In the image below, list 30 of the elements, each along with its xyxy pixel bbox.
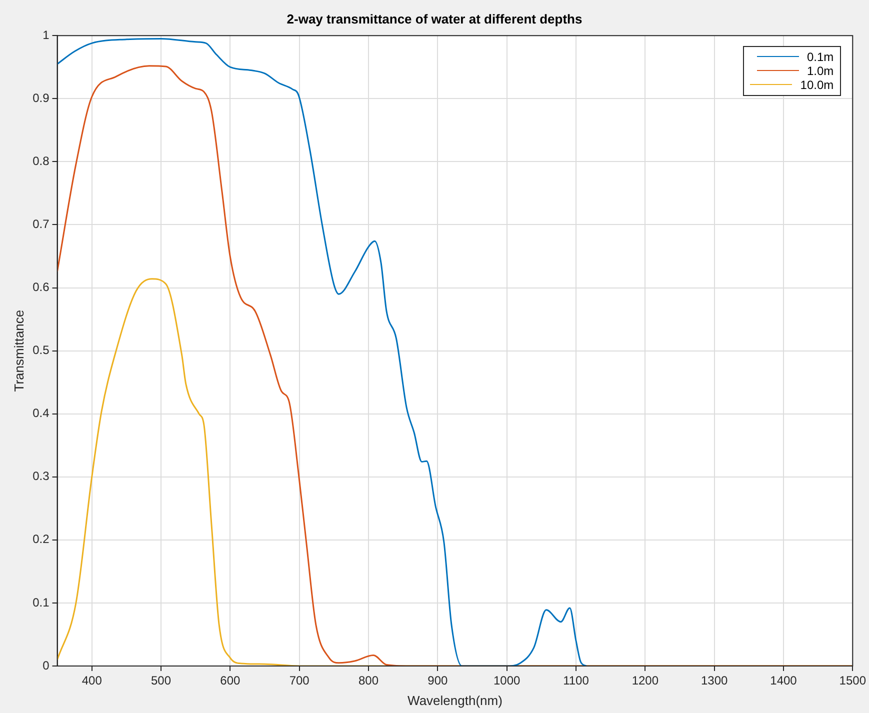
y-tick-label: 0.5 [32, 343, 50, 358]
y-tick-label: 0.1 [32, 595, 50, 610]
x-axis-title: Wavelength(nm) [408, 692, 502, 708]
y-tick-label: 0.6 [32, 280, 50, 294]
chart-title: 2-way transmittance of water at different depths [286, 11, 582, 26]
line-series [57, 38, 588, 666]
y-tick-label: 0.9 [32, 90, 50, 105]
x-tick-label: 1500 [839, 674, 866, 688]
x-tick-label: 1000 [493, 674, 521, 688]
x-tick-label: 1100 [563, 674, 590, 688]
x-tick-label: 1200 [632, 674, 659, 688]
y-tick-label: 0.7 [32, 217, 50, 232]
x-tick-label: 1300 [700, 674, 728, 688]
x-tick-label: 400 [82, 674, 102, 688]
x-tick-label: 600 [220, 674, 241, 688]
legend-label: 10.0m [800, 78, 834, 92]
y-tick-label: 0.3 [32, 469, 50, 484]
y-tick-label: 0 [42, 658, 50, 672]
x-tick-label: 900 [428, 674, 448, 688]
legend-label: 1.0m [806, 64, 834, 78]
legend-label: 0.1m [806, 50, 834, 64]
y-tick-label: 0.8 [32, 154, 50, 168]
y-tick-label: 0.2 [32, 532, 50, 546]
x-tick-label: 700 [289, 674, 310, 688]
x-tick-label: 1400 [770, 674, 798, 688]
x-tick-label: 500 [151, 674, 172, 688]
x-tick-label: 800 [358, 674, 379, 688]
y-tick-label: 1 [42, 28, 50, 42]
y-axis-title: Transmittance [11, 310, 26, 392]
y-tick-label: 0.4 [32, 406, 50, 420]
